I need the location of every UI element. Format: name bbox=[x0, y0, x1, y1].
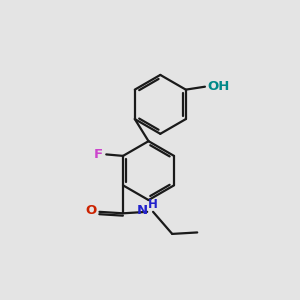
Text: O: O bbox=[85, 205, 97, 218]
Text: F: F bbox=[94, 148, 103, 161]
Text: H: H bbox=[148, 198, 158, 211]
Text: OH: OH bbox=[207, 80, 230, 93]
Text: N: N bbox=[137, 205, 148, 218]
